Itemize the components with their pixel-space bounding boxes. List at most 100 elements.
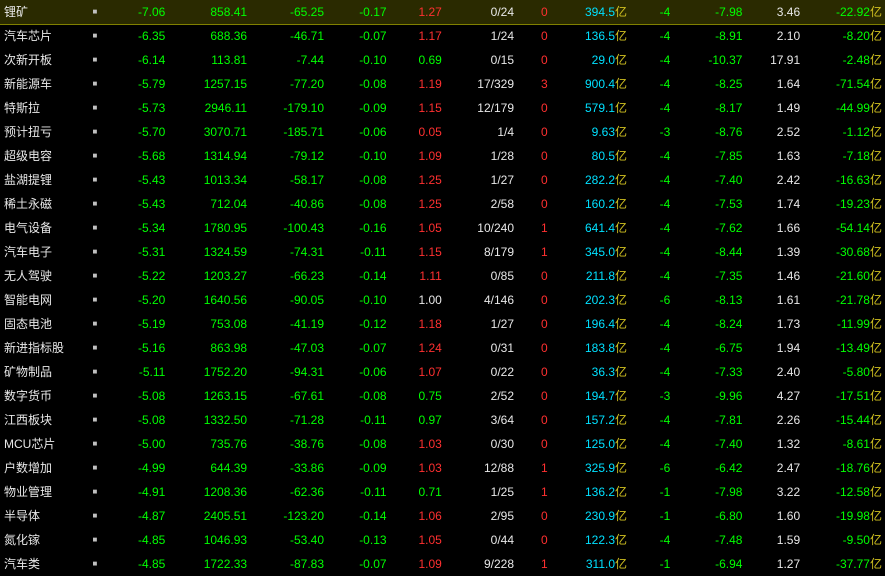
cell: -90.05 <box>250 288 327 312</box>
cell: 0 <box>517 96 551 120</box>
cell: 1 <box>517 480 551 504</box>
cell: -8.76 <box>673 120 745 144</box>
cell: 0 <box>517 264 551 288</box>
cell: 136.2亿 <box>551 480 630 504</box>
cell: ■ <box>87 408 104 432</box>
cell: 0 <box>517 192 551 216</box>
cell: 1203.27 <box>168 264 250 288</box>
cell: -4 <box>630 72 673 96</box>
cell: 1013.34 <box>168 168 250 192</box>
cell: 2.40 <box>745 360 803 384</box>
cell: -38.76 <box>250 432 327 456</box>
cell: -77.20 <box>250 72 327 96</box>
cell: 新能源车 <box>0 72 87 96</box>
cell: 物业管理 <box>0 480 87 504</box>
cell: 2946.11 <box>168 96 250 120</box>
cell: 183.8亿 <box>551 336 630 360</box>
cell: 0 <box>517 120 551 144</box>
table-row[interactable]: 锂矿■-7.06858.41-65.25-0.171.270/240394.5亿… <box>0 0 885 24</box>
table-row[interactable]: 固态电池■-5.19753.08-41.19-0.121.181/270196.… <box>0 312 885 336</box>
cell: 1/27 <box>445 168 517 192</box>
cell: 1.06 <box>390 504 445 528</box>
cell: -4 <box>630 48 673 72</box>
table-row[interactable]: 预计扭亏■-5.703070.71-185.71-0.060.051/409.6… <box>0 120 885 144</box>
cell: -5.22 <box>103 264 168 288</box>
table-row[interactable]: 特斯拉■-5.732946.11-179.10-0.091.1512/17905… <box>0 96 885 120</box>
cell: -5.31 <box>103 240 168 264</box>
table-row[interactable]: MCU芯片■-5.00735.76-38.76-0.081.030/300125… <box>0 432 885 456</box>
cell: -5.80亿 <box>803 360 885 384</box>
cell: 0.69 <box>390 48 445 72</box>
cell: 1.07 <box>390 360 445 384</box>
table-row[interactable]: 数字货币■-5.081263.15-67.61-0.080.752/520194… <box>0 384 885 408</box>
cell: 0 <box>517 504 551 528</box>
cell: -4 <box>630 432 673 456</box>
cell: 1.09 <box>390 144 445 168</box>
cell: 1.17 <box>390 24 445 48</box>
cell: ■ <box>87 216 104 240</box>
cell: -11.99亿 <box>803 312 885 336</box>
table-row[interactable]: 半导体■-4.872405.51-123.20-0.141.062/950230… <box>0 504 885 528</box>
table-row[interactable]: 无人驾驶■-5.221203.27-66.23-0.141.110/850211… <box>0 264 885 288</box>
table-row[interactable]: 超级电容■-5.681314.94-79.12-0.101.091/28080.… <box>0 144 885 168</box>
cell: -66.23 <box>250 264 327 288</box>
table-row[interactable]: 智能电网■-5.201640.56-90.05-0.101.004/146020… <box>0 288 885 312</box>
table-row[interactable]: 电气设备■-5.341780.95-100.43-0.161.0510/2401… <box>0 216 885 240</box>
cell: 1.27 <box>745 552 803 576</box>
cell: -3 <box>630 384 673 408</box>
table-row[interactable]: 新能源车■-5.791257.15-77.20-0.081.1917/32939… <box>0 72 885 96</box>
table-row[interactable]: 氮化镓■-4.851046.93-53.40-0.131.050/440122.… <box>0 528 885 552</box>
cell: -7.48 <box>673 528 745 552</box>
cell: -4.87 <box>103 504 168 528</box>
cell: 固态电池 <box>0 312 87 336</box>
table-row[interactable]: 物业管理■-4.911208.36-62.36-0.110.711/251136… <box>0 480 885 504</box>
cell: 1.66 <box>745 216 803 240</box>
cell: -8.44 <box>673 240 745 264</box>
cell: 1.61 <box>745 288 803 312</box>
cell: -0.11 <box>327 408 390 432</box>
table-row[interactable]: 矿物制品■-5.111752.20-94.31-0.061.070/22036.… <box>0 360 885 384</box>
cell: -1 <box>630 552 673 576</box>
table-row[interactable]: 盐湖提锂■-5.431013.34-58.17-0.081.251/270282… <box>0 168 885 192</box>
cell: -7.40 <box>673 432 745 456</box>
cell: 数字货币 <box>0 384 87 408</box>
cell: 4.27 <box>745 384 803 408</box>
cell: 1/28 <box>445 144 517 168</box>
cell: 1.09 <box>390 552 445 576</box>
table-row[interactable]: 次新开板■-6.14113.81-7.44-0.100.690/15029.0亿… <box>0 48 885 72</box>
cell: 1332.50 <box>168 408 250 432</box>
table-row[interactable]: 新进指标股■-5.16863.98-47.03-0.071.240/310183… <box>0 336 885 360</box>
cell: 1 <box>517 240 551 264</box>
cell: 1/4 <box>445 120 517 144</box>
table-row[interactable]: 户数增加■-4.99644.39-33.86-0.091.0312/881325… <box>0 456 885 480</box>
cell: -47.03 <box>250 336 327 360</box>
cell: 1/24 <box>445 24 517 48</box>
cell: 新进指标股 <box>0 336 87 360</box>
cell: -4 <box>630 216 673 240</box>
cell: 9/228 <box>445 552 517 576</box>
cell: -21.60亿 <box>803 264 885 288</box>
cell: -10.37 <box>673 48 745 72</box>
table-row[interactable]: 稀土永磁■-5.43712.04-40.86-0.081.252/580160.… <box>0 192 885 216</box>
cell: -6.94 <box>673 552 745 576</box>
cell: MCU芯片 <box>0 432 87 456</box>
cell: 122.3亿 <box>551 528 630 552</box>
stock-table: 锂矿■-7.06858.41-65.25-0.171.270/240394.5亿… <box>0 0 885 576</box>
cell: 2/52 <box>445 384 517 408</box>
table-row[interactable]: 江西板块■-5.081332.50-71.28-0.110.973/640157… <box>0 408 885 432</box>
cell: ■ <box>87 432 104 456</box>
cell: ■ <box>87 264 104 288</box>
cell: 汽车芯片 <box>0 24 87 48</box>
cell: ■ <box>87 48 104 72</box>
cell: 863.98 <box>168 336 250 360</box>
cell: 2.47 <box>745 456 803 480</box>
cell: 矿物制品 <box>0 360 87 384</box>
cell: 394.5亿 <box>551 0 630 24</box>
table-row[interactable]: 汽车电子■-5.311324.59-74.31-0.111.158/179134… <box>0 240 885 264</box>
cell: -0.10 <box>327 288 390 312</box>
cell: -5.16 <box>103 336 168 360</box>
table-row[interactable]: 汽车芯片■-6.35688.36-46.71-0.071.171/240136.… <box>0 24 885 48</box>
table-row[interactable]: 汽车类■-4.851722.33-87.83-0.071.099/2281311… <box>0 552 885 576</box>
cell: 0.05 <box>390 120 445 144</box>
cell: 0/24 <box>445 0 517 24</box>
